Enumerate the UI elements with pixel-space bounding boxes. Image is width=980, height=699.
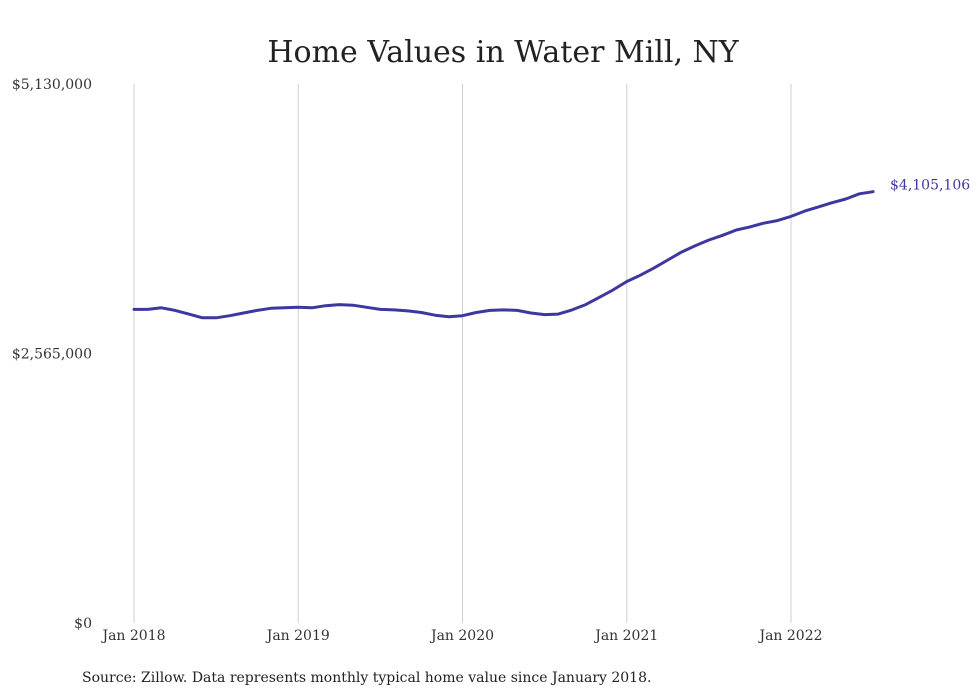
source-note: Source: Zillow. Data represents monthly … — [82, 670, 651, 686]
y-tick-label: $2,565,000 — [12, 347, 92, 363]
x-axis-ticks: Jan 2018 Jan 2019 Jan 2020 Jan 2021 Jan 2022 — [100, 628, 822, 644]
x-tick-label: Jan 2019 — [265, 628, 330, 644]
chart-title: Home Values in Water Mill, NY — [267, 35, 739, 70]
y-axis-ticks: $0 $2,565,000 $5,130,000 — [12, 77, 92, 632]
y-tick-label: $0 — [74, 616, 92, 632]
series-group — [132, 190, 875, 320]
x-tick-label: Jan 2020 — [429, 628, 494, 644]
end-value-label: $4,105,106 — [890, 178, 970, 194]
x-tick-label: Jan 2018 — [100, 628, 165, 644]
x-tick-label: Jan 2021 — [593, 628, 658, 644]
x-tick-label: Jan 2022 — [757, 628, 822, 644]
y-tick-label: $5,130,000 — [12, 77, 92, 93]
series-line — [132, 190, 875, 320]
x-gridlines — [133, 84, 792, 623]
